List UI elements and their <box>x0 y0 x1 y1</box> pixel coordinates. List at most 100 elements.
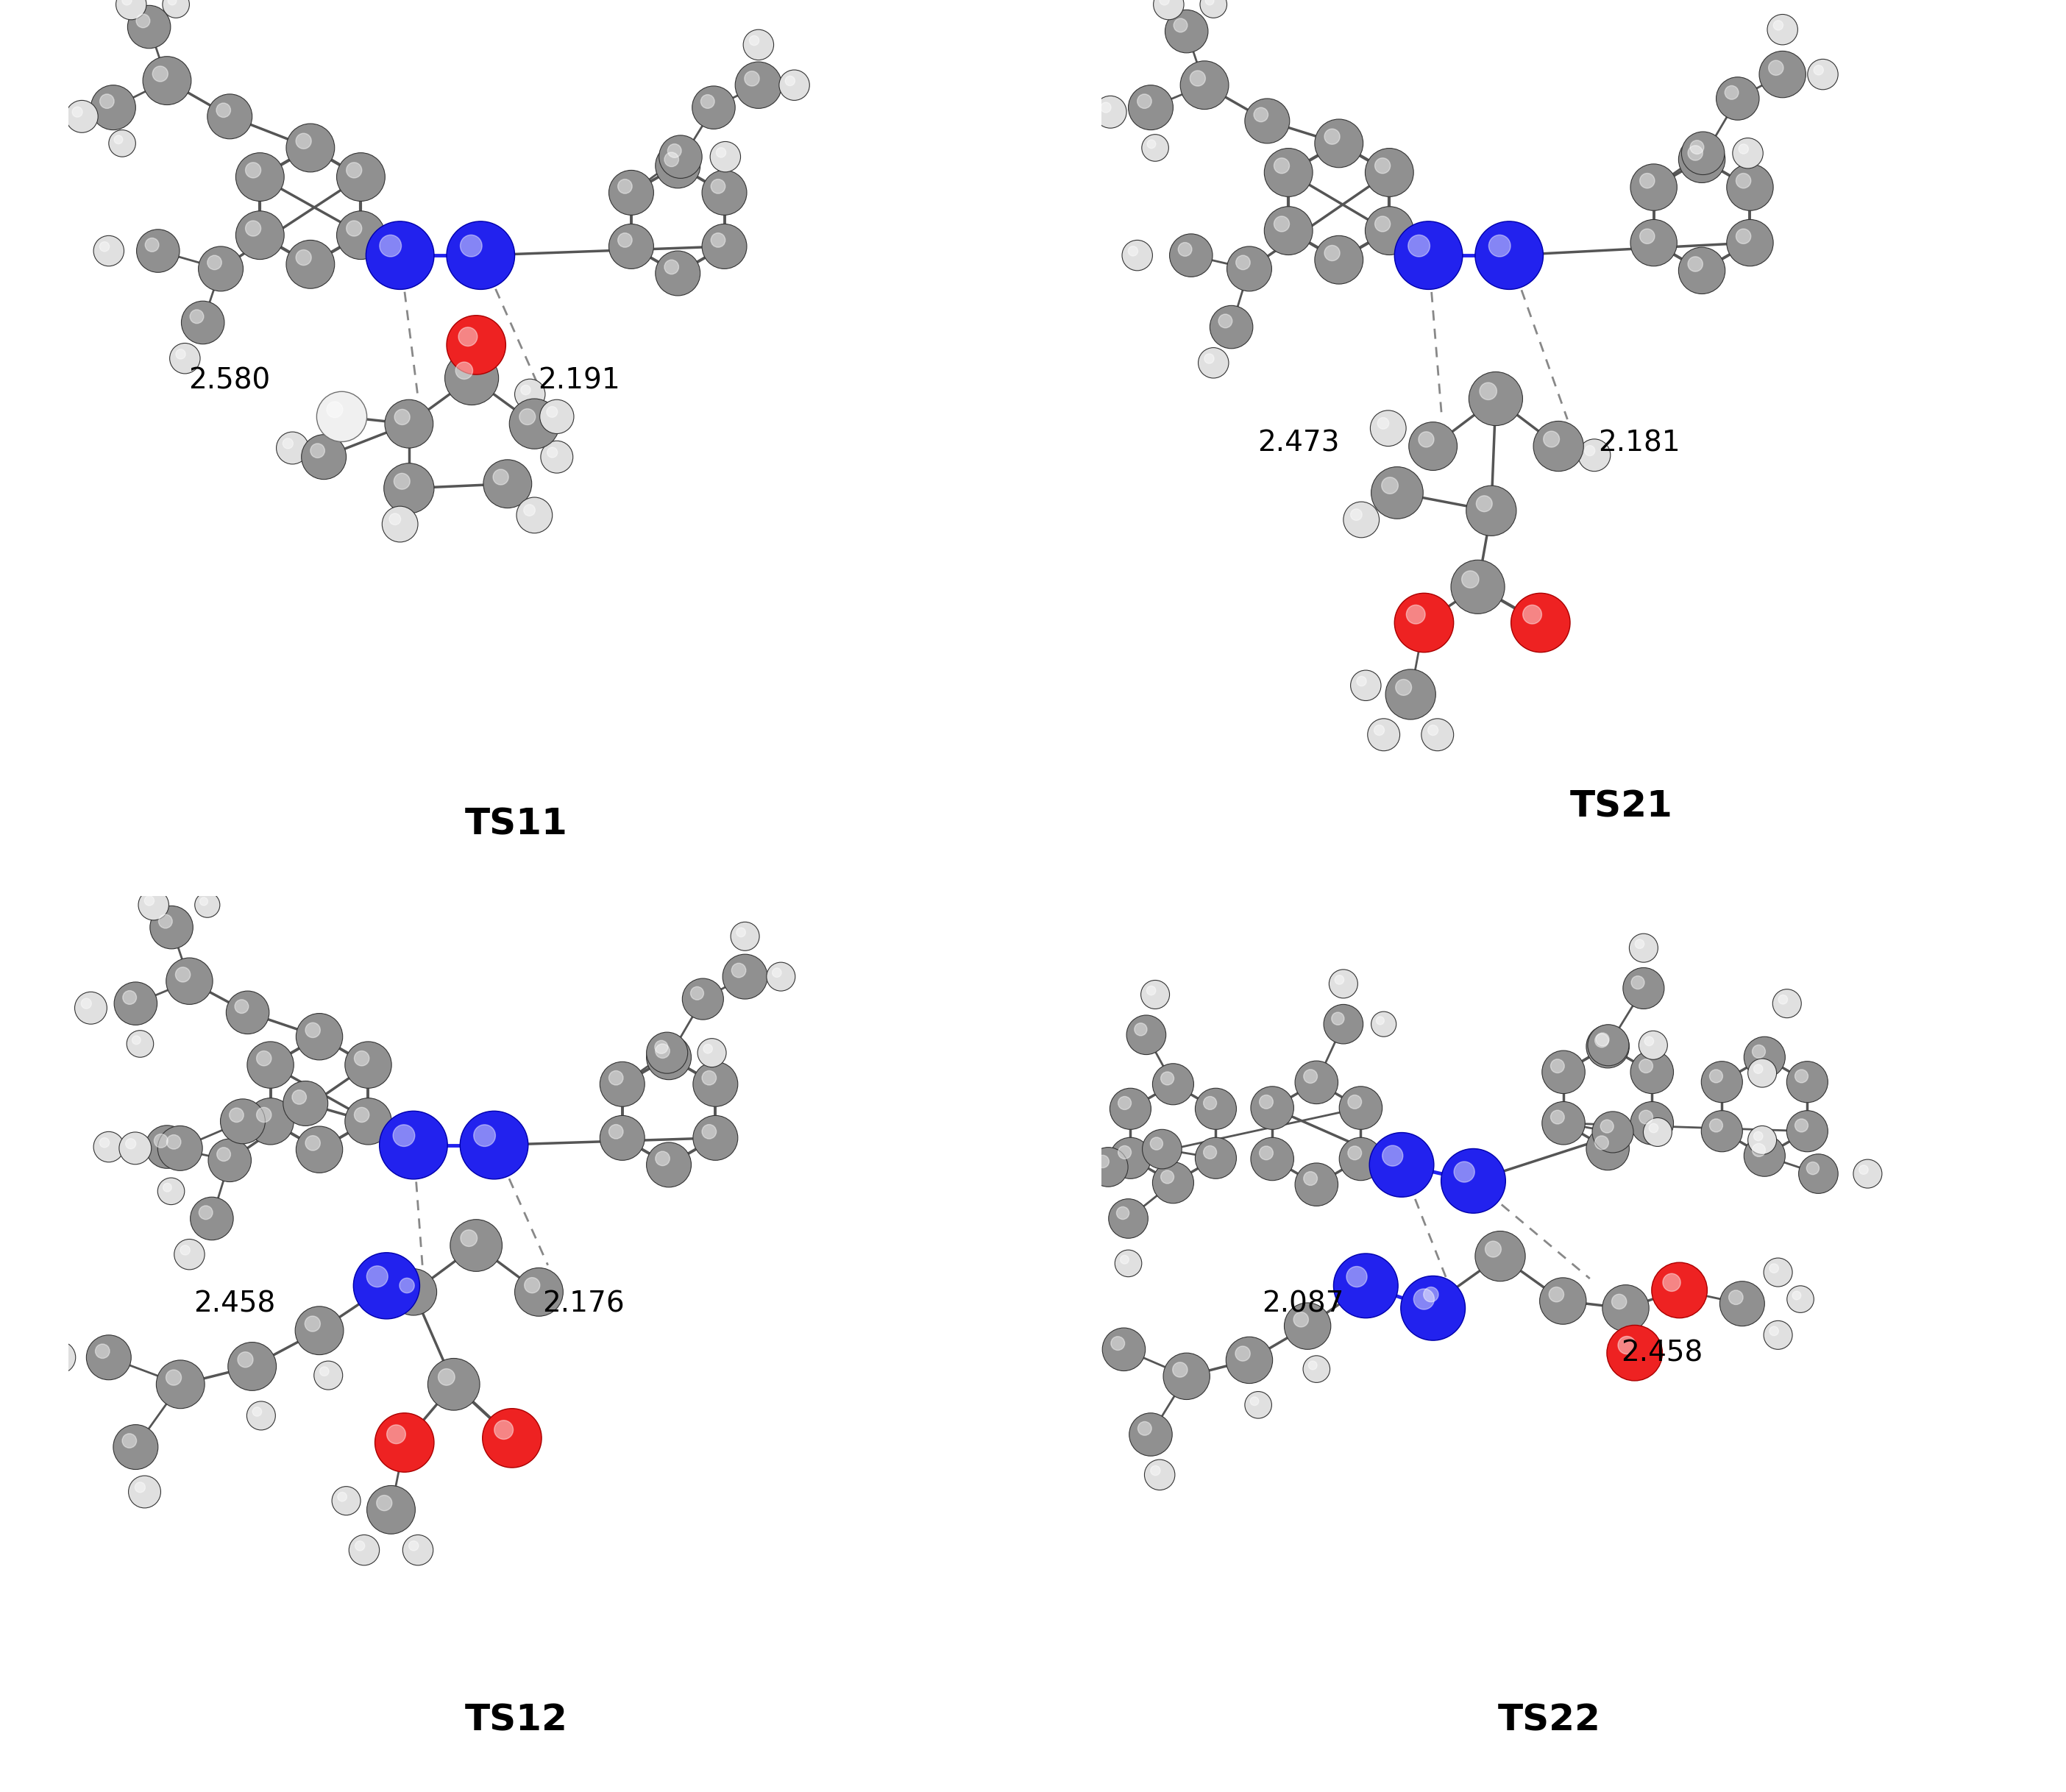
Circle shape <box>731 964 746 978</box>
Circle shape <box>609 1070 624 1084</box>
Circle shape <box>514 1267 564 1315</box>
Circle shape <box>136 14 151 27</box>
Circle shape <box>659 134 702 177</box>
Circle shape <box>1196 1088 1235 1129</box>
Circle shape <box>217 104 231 118</box>
Text: TS21: TS21 <box>1570 788 1673 824</box>
Circle shape <box>1733 138 1762 168</box>
Circle shape <box>1630 163 1678 211</box>
Circle shape <box>1808 59 1839 90</box>
Circle shape <box>314 1362 343 1391</box>
Circle shape <box>1204 0 1215 5</box>
Circle shape <box>665 152 680 167</box>
Circle shape <box>773 968 781 977</box>
Circle shape <box>599 1115 645 1161</box>
Circle shape <box>207 95 252 140</box>
Circle shape <box>1744 1036 1785 1077</box>
Circle shape <box>1752 1045 1766 1057</box>
Circle shape <box>702 1125 717 1140</box>
Circle shape <box>1165 11 1209 54</box>
Circle shape <box>609 224 653 269</box>
Circle shape <box>1688 256 1702 272</box>
Circle shape <box>236 1000 248 1012</box>
Circle shape <box>157 1360 205 1409</box>
Circle shape <box>1347 1095 1361 1109</box>
Circle shape <box>355 1541 366 1550</box>
Circle shape <box>114 136 122 143</box>
Circle shape <box>128 5 171 48</box>
Circle shape <box>138 891 169 921</box>
Circle shape <box>1709 1070 1723 1082</box>
Circle shape <box>1202 1097 1217 1109</box>
Circle shape <box>1793 1290 1802 1299</box>
Circle shape <box>1109 1138 1151 1179</box>
Circle shape <box>1153 1063 1194 1104</box>
Circle shape <box>609 170 653 215</box>
Text: TS22: TS22 <box>1498 1702 1601 1738</box>
Circle shape <box>1314 120 1364 168</box>
Circle shape <box>1138 1421 1151 1435</box>
Circle shape <box>1169 235 1213 278</box>
Circle shape <box>366 1265 388 1287</box>
Circle shape <box>667 143 682 158</box>
Circle shape <box>217 1147 231 1161</box>
Circle shape <box>1618 1337 1636 1355</box>
Circle shape <box>1719 1281 1764 1326</box>
Circle shape <box>347 163 362 177</box>
Circle shape <box>376 1495 393 1511</box>
Circle shape <box>1204 353 1215 364</box>
Circle shape <box>702 170 746 215</box>
Circle shape <box>446 222 514 290</box>
Circle shape <box>1754 1064 1762 1073</box>
Circle shape <box>1151 1138 1163 1150</box>
Circle shape <box>444 351 498 405</box>
Circle shape <box>1109 1199 1149 1238</box>
Circle shape <box>1101 102 1112 113</box>
Circle shape <box>1347 1267 1368 1287</box>
Circle shape <box>1678 247 1725 294</box>
Circle shape <box>1324 246 1341 262</box>
Circle shape <box>700 95 715 108</box>
Circle shape <box>655 1043 669 1057</box>
Circle shape <box>1587 1127 1630 1170</box>
Circle shape <box>1285 1303 1331 1349</box>
Circle shape <box>1368 719 1401 751</box>
Circle shape <box>1264 149 1312 197</box>
Circle shape <box>153 66 167 82</box>
Circle shape <box>295 133 312 149</box>
Circle shape <box>221 1098 264 1143</box>
Circle shape <box>1409 235 1430 256</box>
Circle shape <box>1116 1251 1142 1276</box>
Circle shape <box>457 362 473 380</box>
Circle shape <box>1097 1156 1109 1168</box>
Circle shape <box>1630 219 1678 267</box>
Circle shape <box>1250 1138 1293 1181</box>
Circle shape <box>93 1133 124 1163</box>
Circle shape <box>1056 1158 1064 1168</box>
Circle shape <box>122 991 136 1004</box>
Circle shape <box>176 349 186 358</box>
Circle shape <box>1089 1147 1128 1186</box>
Circle shape <box>1395 222 1463 290</box>
Circle shape <box>698 1038 727 1066</box>
Circle shape <box>1211 305 1252 348</box>
Circle shape <box>1142 134 1169 161</box>
Circle shape <box>1469 373 1523 426</box>
Circle shape <box>287 124 335 172</box>
Circle shape <box>236 152 285 201</box>
Circle shape <box>91 86 136 129</box>
Circle shape <box>163 0 190 18</box>
Circle shape <box>143 56 192 104</box>
Circle shape <box>523 505 535 516</box>
Text: 2.458: 2.458 <box>194 1290 275 1317</box>
Circle shape <box>1366 206 1413 254</box>
Circle shape <box>384 462 434 513</box>
Circle shape <box>1173 18 1188 32</box>
Circle shape <box>1366 149 1413 197</box>
Circle shape <box>521 385 531 394</box>
Circle shape <box>1250 1086 1293 1129</box>
Circle shape <box>320 1367 328 1376</box>
Circle shape <box>735 61 781 109</box>
Circle shape <box>1593 1111 1634 1152</box>
Circle shape <box>1198 348 1229 378</box>
